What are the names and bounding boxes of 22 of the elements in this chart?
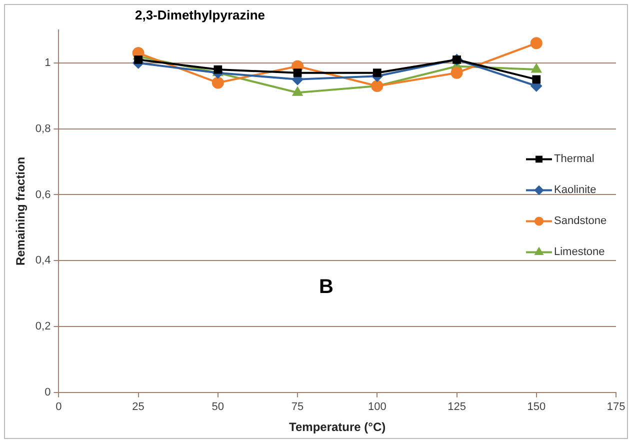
- legend-label: Thermal: [554, 153, 594, 166]
- x-tick-label: 0: [56, 401, 62, 414]
- y-tick-label: 1: [44, 56, 51, 69]
- y-tick-label: 0: [44, 386, 51, 398]
- x-tick-label: 125: [448, 401, 466, 414]
- x-tick-label: 100: [368, 401, 386, 414]
- y-tick-label: 0,4: [35, 254, 51, 267]
- x-tick-label: 50: [212, 401, 224, 414]
- legend-label: Sandstone: [554, 215, 607, 228]
- chart-title: 2,3-Dimethylpyrazine: [134, 8, 266, 23]
- x-tick-label: 175: [606, 401, 626, 414]
- x-tick-label: 75: [291, 401, 304, 414]
- y-axis-title: Remaining fraction: [14, 156, 28, 266]
- x-tick-label: 150: [527, 401, 546, 414]
- x-tick-label: 25: [132, 401, 144, 414]
- annotation: B: [318, 276, 334, 298]
- y-tick-label: 0,6: [35, 188, 51, 201]
- legend-label: Kaolinite: [554, 184, 596, 196]
- y-tick-label: 0,2: [35, 320, 51, 333]
- y-tick-label: 0,8: [35, 122, 51, 135]
- legend-label: Limestone: [554, 246, 605, 258]
- x-axis-title: Temperature (°C): [289, 420, 386, 434]
